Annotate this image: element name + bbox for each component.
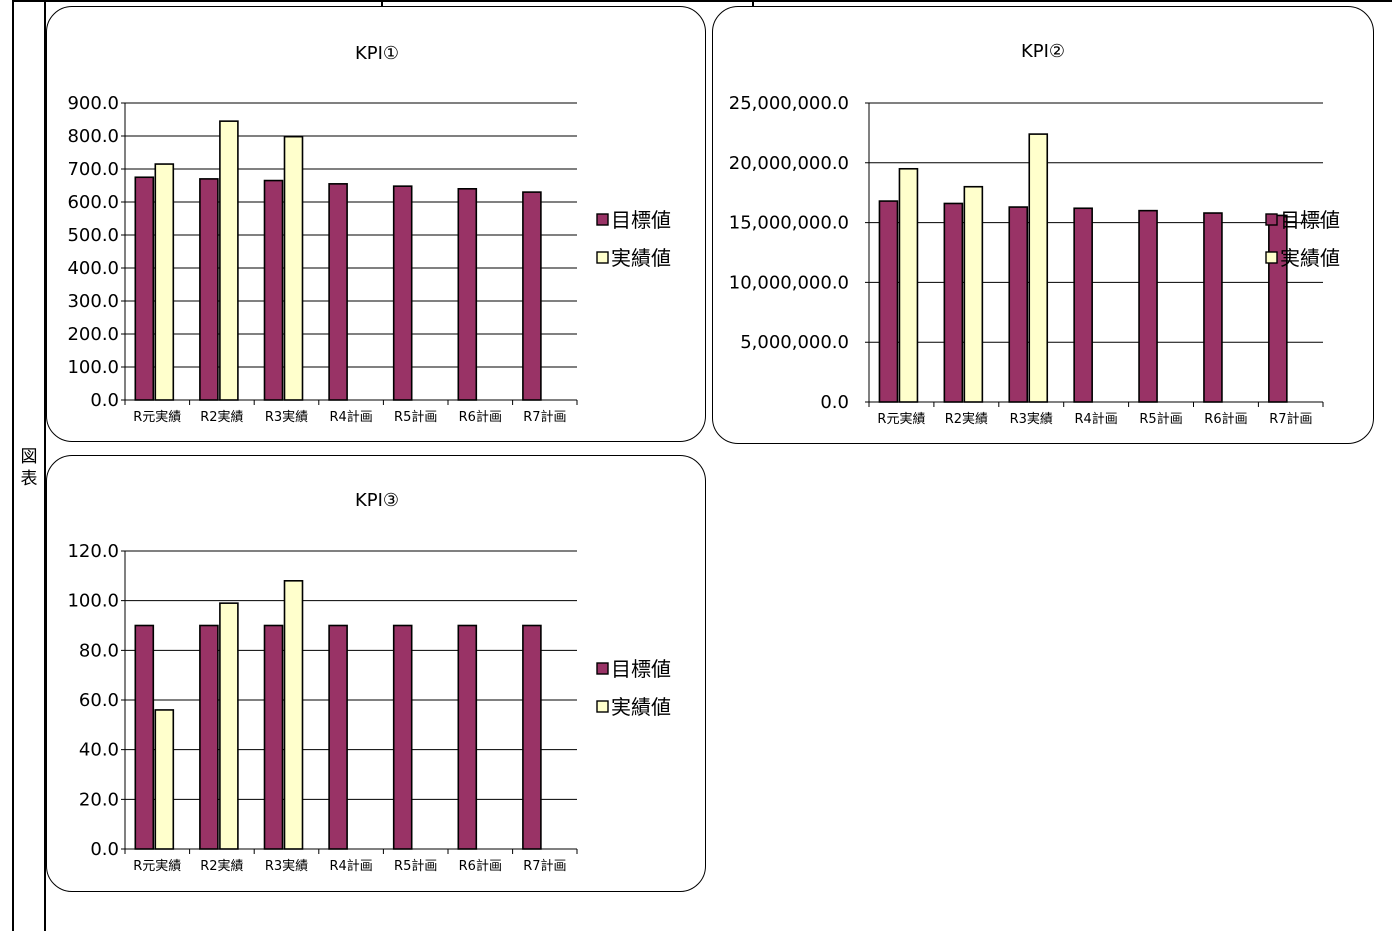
kpi1-y-tick-label: 900.0: [67, 93, 119, 114]
frame-top-border: [12, 0, 1392, 2]
kpi3-y-tick-label: 120.0: [67, 541, 119, 562]
kpi2-y-tick-label: 20,000,000.0: [729, 153, 849, 174]
side-label: 図表: [20, 447, 38, 489]
kpi3-y-tick-label: 80.0: [79, 640, 119, 661]
kpi1-target-bar: [134, 176, 155, 401]
kpi1-title: KPI①: [355, 43, 399, 64]
kpi2-target-bar: [1138, 209, 1158, 403]
kpi1-legend-label: 実績値: [611, 246, 671, 270]
kpi2-y-tick-label: 5,000,000.0: [740, 332, 849, 353]
kpi3-target-bar: [457, 624, 478, 850]
kpi2-title: KPI②: [1021, 41, 1065, 62]
kpi2-y-tick-label: 10,000,000.0: [729, 272, 849, 293]
kpi1-x-tick-label: R元実績: [133, 409, 181, 425]
kpi3-y-tick-label: 60.0: [79, 690, 119, 711]
kpi1-y-tick-label: 600.0: [67, 192, 119, 213]
kpi2-chart-panel: KPI② 0.0 5,000,000.0 10,000,000.0 15,000,000…: [712, 6, 1374, 444]
kpi1-chart: KPI① 0.0 100.0 200.0 300.0 400.0 500.0 600.0 700…: [67, 43, 671, 425]
kpi3-x-tick-label: R2実績: [200, 858, 243, 874]
kpi3-legend-swatch: [596, 700, 609, 713]
kpi3-x-tick-label: R5計画: [394, 858, 437, 874]
kpi1-x-tick-label: R6計画: [459, 409, 502, 425]
kpi1-target-bar: [328, 183, 348, 401]
kpi3-target-bar: [328, 624, 348, 850]
kpi2-actual-bar: [1028, 133, 1049, 403]
kpi1-legend-swatch: [596, 213, 609, 226]
kpi3-actual-bar: [219, 602, 239, 850]
kpi1-y-tick-label: 0.0: [90, 390, 119, 411]
kpi2-target-bar: [1073, 207, 1093, 403]
kpi1-y-tick-label: 500.0: [67, 225, 119, 246]
kpi3-x-tick-label: R6計画: [459, 858, 502, 874]
kpi2-x-tick-label: R6計画: [1204, 411, 1247, 427]
kpi2-target-bar: [1203, 212, 1223, 403]
kpi1-actual-bar: [219, 120, 239, 401]
kpi2-x-tick-label: R4計画: [1074, 411, 1117, 427]
kpi1-actual-bar: [154, 163, 175, 401]
kpi1-y-tick-label: 100.0: [67, 357, 119, 378]
kpi2-x-tick-label: R5計画: [1139, 411, 1182, 427]
kpi3-actual-bar: [283, 580, 304, 850]
kpi2-x-tick-label: R3実績: [1010, 411, 1053, 427]
kpi2-x-tick-label: R2実績: [945, 411, 988, 427]
kpi3-legend-swatch: [596, 662, 609, 675]
kpi3-x-tick-label: R4計画: [329, 858, 372, 874]
kpi3-y-tick-label: 40.0: [79, 740, 119, 761]
kpi1-target-bar: [457, 188, 478, 401]
frame-left-border: [12, 0, 14, 931]
kpi1-target-bar: [392, 185, 413, 401]
kpi3-x-tick-label: R7計画: [523, 858, 566, 874]
kpi2-target-bar: [1268, 214, 1288, 403]
kpi3-legend-label: 実績値: [611, 695, 671, 719]
kpi2-actual-bar: [898, 167, 919, 403]
kpi1-x-tick-label: R3実績: [265, 409, 308, 425]
kpi3-y-tick-label: 100.0: [67, 591, 119, 612]
kpi1-y-tick-label: 800.0: [67, 126, 119, 147]
kpi2-legend-label: 目標値: [1280, 208, 1340, 232]
kpi3-x-tick-label: R元実績: [133, 858, 181, 874]
kpi1-y-tick-label: 200.0: [67, 324, 119, 345]
frame-inner-border: [44, 0, 46, 931]
kpi2-legend-swatch: [1265, 213, 1278, 226]
kpi1-legend-swatch: [596, 251, 609, 264]
kpi3-actual-bar: [154, 709, 175, 850]
kpi3-legend-label: 目標値: [611, 657, 671, 681]
kpi2-target-bar: [943, 202, 964, 403]
kpi2-legend-swatch: [1265, 251, 1278, 264]
kpi3-x-tick-label: R3実績: [265, 858, 308, 874]
kpi2-chart: KPI② 0.0 5,000,000.0 10,000,000.0 15,000,000…: [729, 41, 1340, 427]
kpi1-x-tick-label: R7計画: [523, 409, 566, 425]
kpi1-target-bar: [522, 191, 542, 401]
kpi1-y-tick-label: 400.0: [67, 258, 119, 279]
kpi3-y-tick-label: 0.0: [90, 839, 119, 860]
kpi2-target-bar: [878, 200, 899, 403]
kpi3-chart-panel: KPI③ 0.0 20.0 40.0 60.0 80.0 100.0 120.0 R元実績 R2実…: [46, 455, 706, 892]
kpi3-target-bar: [199, 624, 219, 850]
kpi2-y-tick-label: 0.0: [820, 392, 849, 413]
kpi2-y-tick-label: 25,000,000.0: [729, 93, 849, 114]
kpi2-x-tick-label: R元実績: [877, 411, 925, 427]
kpi3-target-bar: [134, 624, 155, 850]
kpi1-x-tick-label: R4計画: [329, 409, 372, 425]
kpi1-x-tick-label: R5計画: [394, 409, 437, 425]
kpi2-actual-bar: [963, 185, 984, 403]
kpi1-y-tick-label: 300.0: [67, 291, 119, 312]
kpi1-y-tick-label: 700.0: [67, 159, 119, 180]
kpi1-chart-panel: KPI① 0.0 100.0 200.0 300.0 400.0 500.0 600.0 700…: [46, 6, 706, 442]
kpi1-actual-bar: [283, 135, 304, 401]
kpi3-y-tick-label: 20.0: [79, 789, 119, 810]
kpi3-target-bar: [392, 624, 413, 850]
kpi1-x-tick-label: R2実績: [200, 409, 243, 425]
kpi1-legend-label: 目標値: [611, 208, 671, 232]
kpi3-target-bar: [522, 624, 542, 850]
kpi2-x-tick-label: R7計画: [1269, 411, 1312, 427]
kpi2-y-tick-label: 15,000,000.0: [729, 213, 849, 234]
kpi1-target-bar: [199, 178, 219, 401]
kpi2-target-bar: [1008, 206, 1029, 403]
kpi3-title: KPI③: [355, 490, 399, 511]
kpi1-target-bar: [263, 179, 284, 401]
kpi2-legend-label: 実績値: [1280, 246, 1340, 270]
kpi3-target-bar: [263, 624, 284, 850]
kpi3-chart: KPI③ 0.0 20.0 40.0 60.0 80.0 100.0 120.0 R元実績 R2実…: [67, 490, 671, 874]
